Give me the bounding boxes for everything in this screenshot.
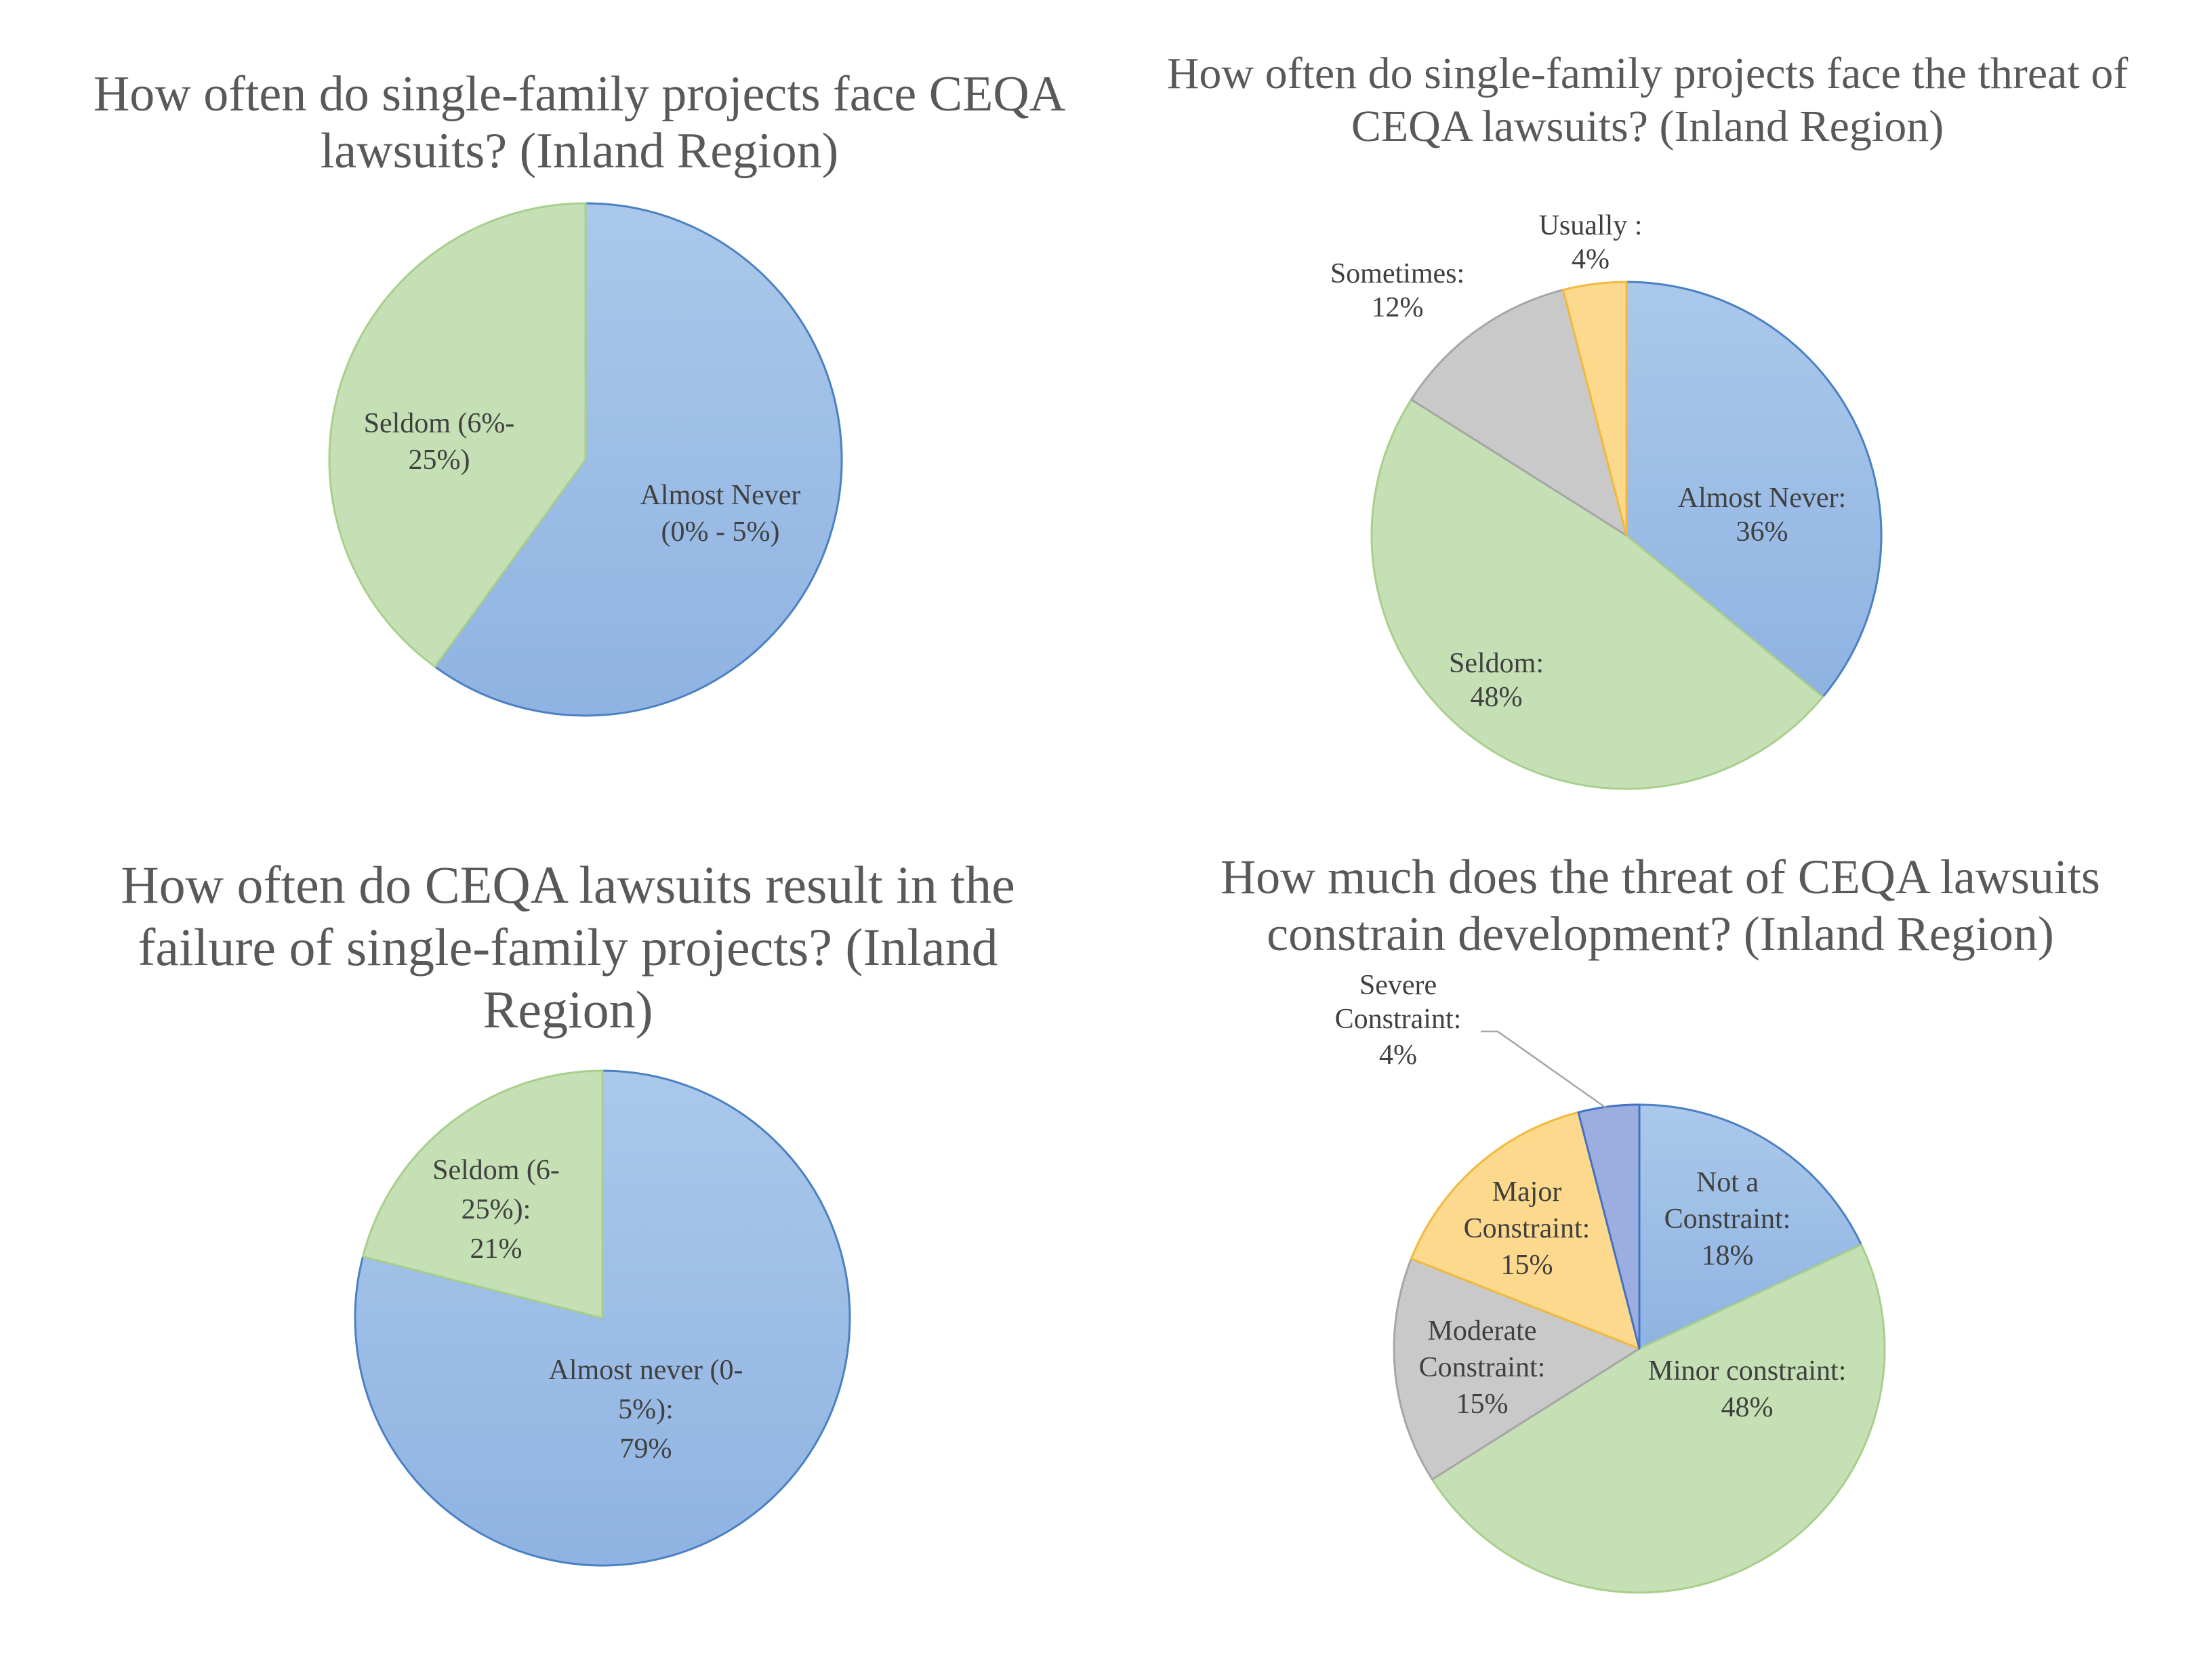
chart-1-label-seldom-line-2: 25%) [409, 445, 470, 476]
pie-slice-seldom-6-25 [361, 1069, 604, 1319]
chart-4-label-major-line-1: Major [1492, 1176, 1562, 1208]
chart-3-labels: Almost never (0- 5%): 79% Seldom (6- 25%… [432, 1155, 743, 1465]
chart-3-label-almost-never-line-1: Almost never (0- [549, 1355, 743, 1386]
pie-slice-not-a-constraint [1638, 1103, 1863, 1350]
pie-slice-usually [1561, 281, 1628, 537]
chart-4-label-major-line-3: 15% [1501, 1250, 1553, 1281]
chart-4-label-not-a-constraint-line-1: Not a [1696, 1167, 1759, 1198]
chart-2-label-sometimes-line-2: 12% [1372, 292, 1424, 323]
pie-slice-minor-constraint [1431, 1244, 1886, 1594]
chart-4-label-minor-line-1: Minor constraint: [1648, 1355, 1847, 1387]
chart-4-label-minor-line-2: 48% [1721, 1392, 1774, 1423]
chart-4-labels: Not a Constraint: 18% Minor constraint: … [1335, 970, 1847, 1423]
chart-4-title-line-1: How much does the threat of CEQA lawsuit… [1221, 850, 2100, 904]
chart-1-label-almost-never-line-2: (0% - 5%) [661, 516, 780, 548]
pie-chart-4: How much does the threat of CEQA lawsuit… [1221, 850, 2100, 1594]
chart-3-label-almost-never-line-2: 5%): [618, 1394, 674, 1425]
chart-3-title-line-2: failure of single-family projects? (Inla… [138, 918, 998, 977]
pie-slice-moderate-constraint [1393, 1257, 1641, 1481]
pie-slice-seldom-6-25 [328, 202, 587, 668]
chart-2-label-seldom-line-1: Seldom: [1449, 648, 1544, 679]
pie-slice-severe-constraint [1577, 1103, 1641, 1350]
chart-4-label-moderate-line-3: 15% [1456, 1389, 1509, 1420]
chart-3-label-seldom-line-1: Seldom (6- [432, 1155, 560, 1186]
pie-slice-seldom [1370, 398, 1824, 790]
chart-2-label-seldom-line-2: 48% [1471, 682, 1523, 713]
chart-4-label-moderate-line-2: Constraint: [1419, 1352, 1546, 1383]
chart-3-label-seldom-line-3: 21% [470, 1233, 523, 1265]
chart-3-slices [354, 1069, 851, 1567]
chart-1-title-line-1: How often do single-family projects face… [94, 66, 1065, 122]
chart-3-label-almost-never-line-3: 79% [620, 1433, 672, 1465]
chart-1-title-line-2: lawsuits? (Inland Region) [321, 123, 839, 179]
pie-chart-1: How often do single-family projects face… [94, 66, 1065, 717]
chart-4-label-moderate-line-1: Moderate [1428, 1315, 1537, 1347]
chart-1-label-almost-never-line-1: Almost Never [640, 480, 801, 511]
chart-2-slices [1370, 281, 1883, 790]
chart-2-label-almost-never-line-2: 36% [1736, 516, 1788, 548]
chart-3-title-line-1: How often do CEQA lawsuits result in the [121, 855, 1015, 914]
pie-slice-sometimes [1410, 289, 1628, 537]
chart-2-label-almost-never-line-1: Almost Never: [1678, 483, 1846, 514]
chart-4-slices [1393, 1103, 1886, 1594]
chart-4-label-severe-line-3: 4% [1379, 1040, 1417, 1071]
chart-4-label-severe-line-1: Severe [1359, 970, 1437, 1001]
chart-2-label-usually-line-2: 4% [1572, 244, 1610, 275]
chart-2-labels: Almost Never: 36% Seldom: 48% Sometimes:… [1330, 210, 1846, 713]
chart-4-severe-leader-line-diagonal [1497, 1030, 1609, 1111]
chart-1-label-seldom-line-1: Seldom (6%- [364, 408, 515, 439]
pie-chart-3: How often do CEQA lawsuits result in the… [121, 855, 1015, 1567]
chart-4-label-not-a-constraint-line-2: Constraint: [1664, 1204, 1791, 1235]
chart-2-title-line-1: How often do single-family projects face… [1167, 49, 2129, 98]
chart-2-title-line-2: CEQA lawsuits? (Inland Region) [1351, 102, 1944, 151]
chart-4-title-line-2: constrain development? (Inland Region) [1267, 907, 2054, 961]
pie-chart-2: How often do single-family projects face… [1167, 49, 2129, 790]
chart-3-title-line-3: Region) [483, 980, 653, 1039]
pie-slice-almost-never [1625, 281, 1883, 698]
chart-2-label-usually-line-1: Usually : [1539, 210, 1643, 241]
chart-2-label-sometimes-line-1: Sometimes: [1330, 258, 1465, 289]
chart-4-label-severe-line-2: Constraint: [1335, 1004, 1462, 1035]
chart-3-label-seldom-line-2: 25%): [462, 1194, 531, 1225]
chart-4-label-not-a-constraint-line-3: 18% [1702, 1240, 1754, 1271]
chart-1-labels: Almost Never (0% - 5%) Seldom (6%- 25%) [364, 408, 801, 548]
chart-1-slices [328, 202, 843, 717]
chart-4-label-major-line-2: Constraint: [1464, 1213, 1591, 1244]
pie-slice-almost-never-0-5 [434, 202, 843, 717]
pie-slice-major-constraint [1410, 1111, 1641, 1350]
